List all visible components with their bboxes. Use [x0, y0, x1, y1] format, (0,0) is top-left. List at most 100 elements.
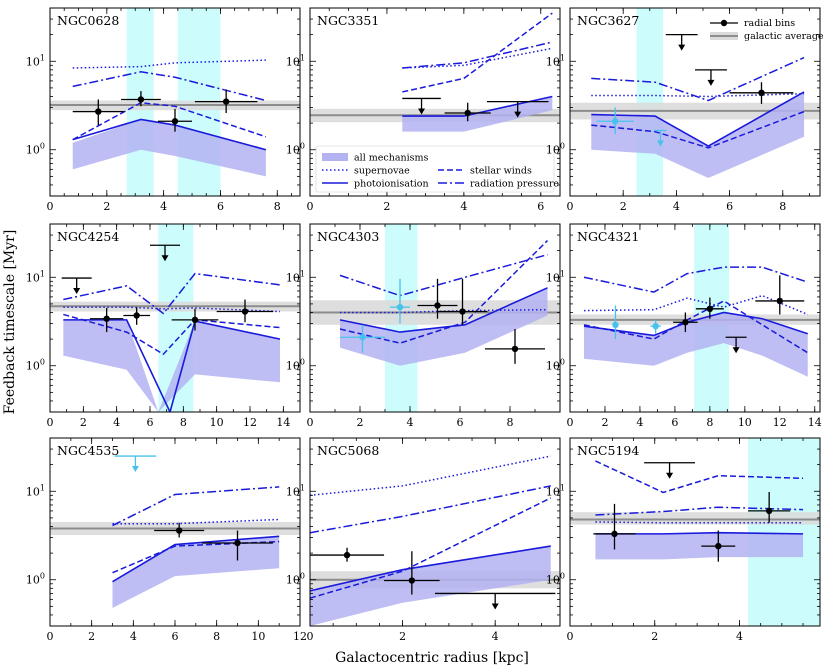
x-tick-label: 2: [357, 416, 364, 429]
all-mechanisms-band: [63, 319, 281, 412]
x-tick-label: 0: [567, 630, 574, 643]
panel-ngc5194: NGC5194 0 2 4 100 101: [546, 437, 821, 643]
point-marker: [776, 297, 783, 305]
radial-bin-point: [123, 307, 150, 325]
upper-limit: [665, 33, 698, 51]
y-tick-label: 100: [26, 572, 45, 587]
x-tick-label: 0: [47, 200, 54, 213]
all-mechanisms-band: [112, 536, 280, 608]
radial-bin-point: [485, 329, 545, 364]
y-tick-label: 101: [26, 483, 45, 498]
y-tick-label: 100: [286, 572, 305, 587]
limit-arrow: [73, 288, 81, 295]
upper-limit: [654, 129, 667, 147]
radial-bin-point: [157, 108, 193, 132]
y-tick-label: 100: [546, 572, 565, 587]
series-photoionisation: [112, 535, 280, 583]
legend-label-radiation-pressure: radiation pressure: [470, 179, 559, 190]
radial-bin-point: [596, 107, 634, 135]
x-tick-label: 10: [251, 630, 265, 643]
series-radiation-pressure: [595, 506, 804, 516]
limit-arrow: [161, 255, 169, 262]
legend-label-all-mechanisms: all mechanisms: [354, 153, 429, 164]
series-stellar-winds: [63, 313, 281, 356]
all-mechanisms-band: [340, 287, 548, 366]
x-tick-label: 4: [130, 630, 137, 643]
plot-area: [310, 12, 560, 132]
axes-frame: [569, 7, 821, 197]
point-marker: [408, 577, 416, 584]
galaxy-name: NGC4303: [317, 229, 379, 244]
y-tick-label: 100: [546, 142, 565, 157]
x-tick-label: 4: [492, 630, 499, 643]
series-radiation-pressure: [72, 71, 267, 102]
point-marker: [434, 302, 441, 309]
galaxy-name: NGC4535: [57, 443, 119, 458]
legend-box: [315, 145, 555, 193]
plot-area: [50, 8, 300, 196]
x-tick-label: 10: [738, 416, 752, 429]
x-tick-label: 8: [706, 416, 713, 429]
radial-bin-point: [673, 312, 698, 333]
x-tick-label: 8: [180, 416, 187, 429]
galaxy-name: NGC5194: [577, 443, 639, 458]
point-marker: [715, 542, 722, 550]
x-tick-label: 0: [567, 200, 574, 213]
galaxy-name: NGC3351: [317, 13, 379, 28]
series-supernovae: [72, 59, 266, 69]
x-tick-label: 0: [567, 416, 574, 429]
x-tick-label: 12: [293, 630, 307, 643]
x-tick-label: 8: [213, 630, 220, 643]
galaxy-name: NGC0628: [57, 13, 119, 28]
x-tick-label: 2: [399, 630, 406, 643]
series-stellar-winds: [583, 300, 809, 354]
radial-bin-point: [593, 503, 636, 550]
all-mechanisms-band: [72, 119, 266, 177]
radial-bin-point: [747, 492, 791, 523]
x-tick-label: 6: [147, 416, 154, 429]
x-axis-label: Galactocentric radius [kpc]: [335, 650, 529, 666]
x-tick-label: 0: [307, 630, 314, 643]
point-marker: [611, 530, 618, 538]
y-tick-label: 101: [286, 53, 305, 68]
upper-limit: [435, 592, 556, 610]
radial-bin-point: [701, 530, 736, 562]
y-tick-label: 100: [286, 358, 305, 373]
y-tick-label: 101: [546, 269, 565, 284]
series-supernovae: [112, 518, 280, 525]
point-marker: [682, 319, 689, 326]
limit-arrow: [707, 79, 715, 86]
cyan-region: [747, 438, 820, 626]
panel-ngc0628: NGC0628 0 2 4 6 8 100 101: [26, 7, 301, 213]
y-tick-label: 100: [286, 142, 305, 157]
x-tick-label: 14: [276, 416, 290, 429]
limit-arrow: [491, 603, 499, 610]
series-stellar-winds: [595, 460, 804, 494]
x-tick-label: 6: [217, 200, 224, 213]
all-mechanisms-band: [595, 532, 804, 560]
series-supernovae: [595, 521, 804, 524]
point-marker: [396, 303, 404, 311]
upper-limit: [402, 97, 441, 115]
series-supernovae: [310, 455, 551, 497]
x-tick-label: 8: [274, 200, 281, 213]
series-radiation-pressure: [339, 253, 548, 297]
mechanisms-legend: all mechanisms supernovae stellar winds pho…: [315, 145, 559, 193]
point-marker: [95, 108, 102, 115]
legend-swatch-all: [322, 153, 348, 161]
plot-area: [570, 8, 820, 196]
limit-arrow: [732, 347, 740, 354]
point-marker: [133, 312, 140, 319]
radial-bin-point: [121, 91, 161, 107]
upper-limit: [644, 462, 695, 479]
radial-bin-point: [444, 102, 491, 122]
x-tick-label: 2: [88, 630, 95, 643]
galaxy-name: NGC3627: [577, 13, 639, 28]
x-tick-label: 0: [47, 630, 54, 643]
series-radiation-pressure: [112, 486, 280, 527]
point-marker: [459, 308, 466, 315]
x-tick-label: 2: [601, 416, 608, 429]
plot-area: [310, 224, 560, 412]
panel-ngc3627: NGC3627 0 2 4 6 8 100 101 radial bins galactic av…: [546, 7, 824, 213]
